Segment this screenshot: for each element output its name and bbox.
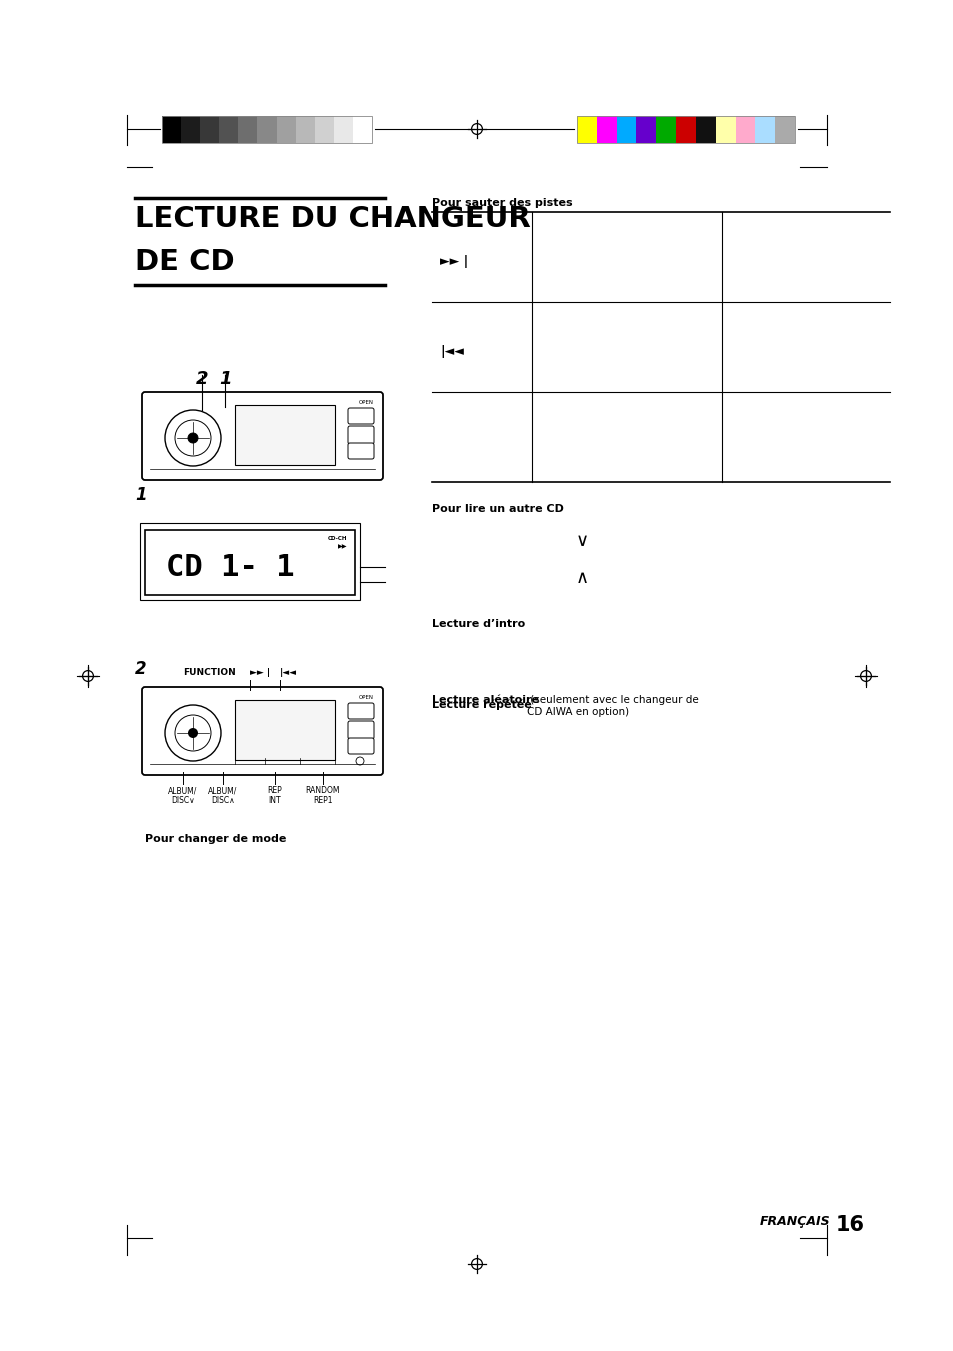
Bar [234,700,335,761]
Text: ▶▶: ▶▶ [337,544,347,549]
Bar [162,116,372,143]
Text: Pour sauter des pistes: Pour sauter des pistes [432,199,572,208]
FancyBboxPatch shape [348,443,374,459]
Bar [755,116,775,143]
Bar [597,116,616,143]
Text: ∧: ∧ [575,569,588,586]
Bar [577,116,597,143]
FancyBboxPatch shape [348,408,374,424]
Text: 1: 1 [135,486,147,504]
Bar [334,116,353,143]
Bar [257,116,276,143]
Bar [735,116,755,143]
Bar [238,116,257,143]
Circle shape [188,728,198,738]
Text: CD 1- 1: CD 1- 1 [166,553,294,581]
Text: OPEN: OPEN [358,694,374,700]
Bar [314,116,334,143]
Bar [775,116,794,143]
Bar [181,116,200,143]
Text: CD-CH: CD-CH [327,536,347,540]
Text: OPEN: OPEN [358,400,374,405]
Text: ►► |: ►► | [250,667,270,677]
Text: FUNCTION: FUNCTION [183,667,235,677]
Text: Pour lire un autre CD: Pour lire un autre CD [432,504,563,513]
FancyBboxPatch shape [348,703,374,719]
FancyBboxPatch shape [142,688,382,775]
FancyBboxPatch shape [348,738,374,754]
Bar [295,116,314,143]
Bar [145,530,355,594]
Bar [276,116,295,143]
Text: 2: 2 [135,661,147,678]
Text: ►► |: ►► | [439,255,468,269]
Bar [353,116,372,143]
Bar [695,116,715,143]
Text: DE CD: DE CD [135,249,234,276]
Text: REP
INT: REP INT [268,786,282,805]
Text: Pour changer de mode: Pour changer de mode [145,834,286,844]
Circle shape [188,434,198,443]
Bar [140,523,359,600]
Text: |◄◄: |◄◄ [439,346,463,358]
Text: ALBUM/
DISC∨: ALBUM/ DISC∨ [168,786,197,805]
Bar [162,116,181,143]
Text: Lecture d’intro: Lecture d’intro [432,619,525,630]
Text: (seulement avec le changeur de
CD AIWA en option): (seulement avec le changeur de CD AIWA e… [526,694,698,716]
Text: 2: 2 [195,370,208,388]
Bar [715,116,735,143]
Text: ALBUM/
DISC∧: ALBUM/ DISC∧ [208,786,237,805]
Text: 1: 1 [218,370,231,388]
Text: |◄◄: |◄◄ [280,667,296,677]
Bar [219,116,238,143]
Bar [676,116,695,143]
FancyBboxPatch shape [142,392,382,480]
Text: Lecture répétée: Lecture répétée [432,698,531,709]
Text: FRANÇAIS: FRANÇAIS [759,1215,829,1228]
Text: ∨: ∨ [575,532,588,550]
Bar [656,116,676,143]
Text: LECTURE DU CHANGEUR: LECTURE DU CHANGEUR [135,205,530,232]
Bar [200,116,219,143]
Text: Lecture aléatoire: Lecture aléatoire [432,694,538,705]
Bar [577,116,794,143]
Bar [616,116,636,143]
FancyBboxPatch shape [348,426,374,444]
Text: RANDOM
REP1: RANDOM REP1 [305,786,340,805]
FancyBboxPatch shape [348,721,374,739]
Bar [636,116,656,143]
Text: 16: 16 [835,1215,864,1235]
Bar [234,405,335,465]
